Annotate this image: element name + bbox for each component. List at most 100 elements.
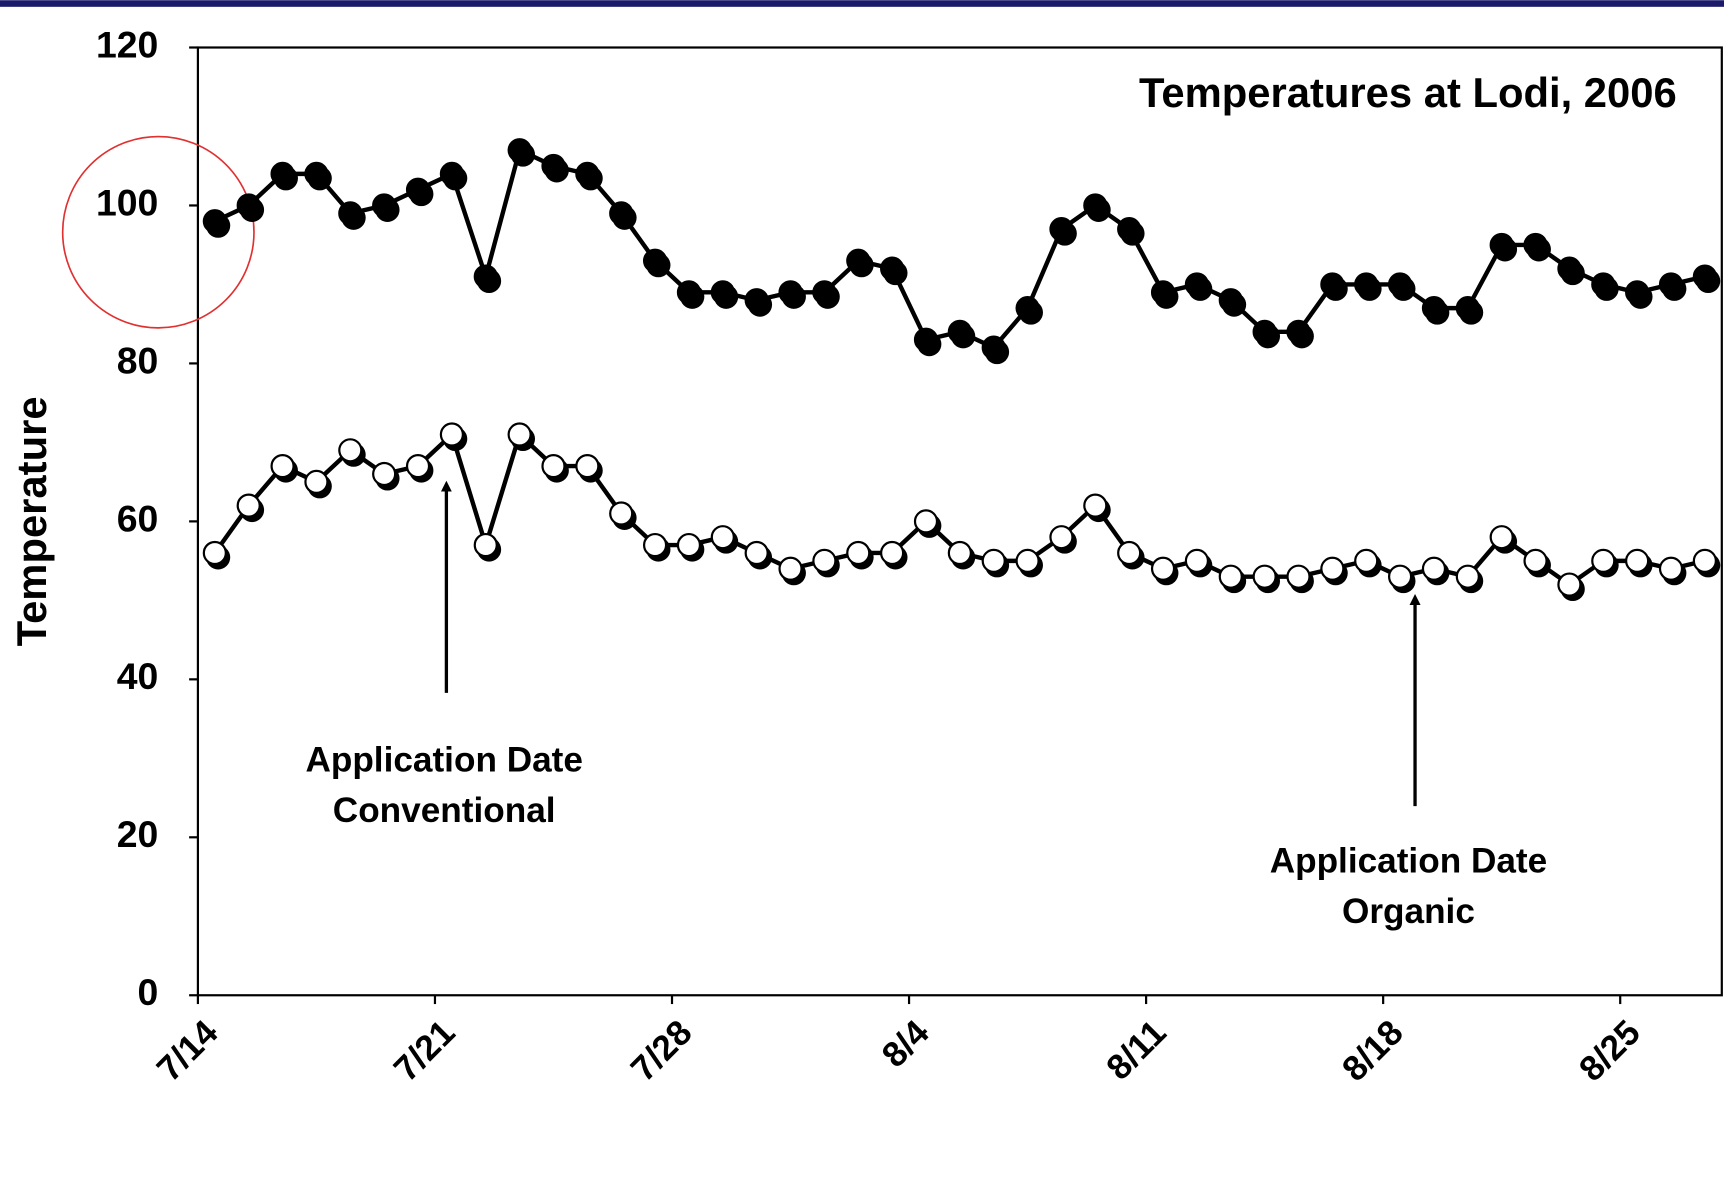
marker xyxy=(202,209,231,238)
marker xyxy=(676,532,705,562)
marker-dot xyxy=(1557,572,1582,597)
marker xyxy=(202,540,231,570)
marker-dot xyxy=(1692,264,1717,289)
marker xyxy=(1354,548,1382,578)
marker xyxy=(439,161,468,191)
marker xyxy=(1658,272,1687,301)
annotation: Application Date xyxy=(305,740,583,779)
marker xyxy=(1320,556,1348,586)
marker-dot xyxy=(1218,288,1243,313)
y-tick-label: 60 xyxy=(117,497,159,539)
marker-dot xyxy=(575,454,600,479)
marker xyxy=(1489,232,1518,262)
marker xyxy=(710,525,739,554)
marker-dot xyxy=(575,161,600,186)
marker-dot xyxy=(1083,493,1108,518)
marker xyxy=(1625,548,1653,578)
marker xyxy=(981,335,1010,365)
marker-dot xyxy=(1083,193,1108,218)
marker-dot xyxy=(1557,256,1582,281)
marker-dot xyxy=(507,138,532,163)
marker-dot xyxy=(1218,564,1243,589)
marker xyxy=(405,177,434,207)
marker-dot xyxy=(1354,272,1379,297)
marker xyxy=(405,454,434,483)
marker-dot xyxy=(202,209,227,234)
marker-dot xyxy=(1117,217,1142,242)
marker-dot xyxy=(1252,319,1277,344)
marker-dot xyxy=(981,335,1006,360)
marker xyxy=(744,540,773,570)
annotation: Organic xyxy=(1342,892,1475,931)
marker xyxy=(1455,564,1484,594)
marker xyxy=(1421,556,1450,586)
y-tick-label: 120 xyxy=(96,23,158,65)
marker xyxy=(304,469,332,499)
marker-dot xyxy=(1387,272,1413,297)
marker xyxy=(304,161,332,191)
x-tick-label: 7/21 xyxy=(387,1013,463,1089)
marker-dot xyxy=(202,540,227,566)
marker-dot xyxy=(609,501,634,526)
marker-dot xyxy=(1150,556,1176,581)
marker xyxy=(372,461,400,491)
marker xyxy=(1184,272,1213,301)
annotation: Application Date xyxy=(1270,842,1547,881)
marker-dot xyxy=(1286,319,1311,344)
marker-dot xyxy=(846,248,871,273)
marker xyxy=(642,248,671,278)
marker-dot xyxy=(1015,548,1040,573)
marker-dot xyxy=(1523,232,1548,258)
marker-dot xyxy=(880,256,905,281)
marker xyxy=(1286,319,1314,349)
marker-dot xyxy=(880,540,905,566)
marker-dot xyxy=(304,161,329,186)
marker xyxy=(913,509,942,538)
marker xyxy=(1591,548,1619,578)
marker-dot xyxy=(981,548,1006,573)
marker-dot xyxy=(1489,525,1514,550)
marker xyxy=(880,540,908,570)
x-tick-label: 7/14 xyxy=(150,1013,226,1089)
marker xyxy=(1015,296,1043,325)
marker-dot xyxy=(270,161,295,186)
marker-dot xyxy=(710,280,735,305)
marker-dot xyxy=(778,556,803,581)
marker-dot xyxy=(1049,525,1074,550)
y-tick-label: 20 xyxy=(117,813,159,855)
marker xyxy=(947,540,976,570)
marker-dot xyxy=(1252,564,1277,589)
marker-dot xyxy=(1455,564,1480,589)
marker xyxy=(338,438,366,467)
marker-dot xyxy=(1184,548,1209,573)
marker-dot xyxy=(1015,296,1040,321)
marker-dot xyxy=(1489,232,1514,258)
marker-dot xyxy=(1320,556,1345,581)
marker-dot xyxy=(913,509,939,534)
marker xyxy=(270,161,298,191)
marker xyxy=(1523,548,1551,578)
marker-dot xyxy=(913,327,939,352)
marker xyxy=(1184,548,1213,578)
marker xyxy=(913,327,942,357)
marker xyxy=(642,532,671,562)
marker xyxy=(1591,272,1619,301)
marker-dot xyxy=(473,264,498,289)
marker-dot xyxy=(642,532,668,558)
marker-dot xyxy=(1117,540,1142,566)
marker xyxy=(947,319,976,349)
marker-dot xyxy=(1625,280,1650,305)
annotation: Conventional xyxy=(333,791,556,830)
marker xyxy=(507,422,536,451)
marker-dot xyxy=(372,461,397,487)
marker xyxy=(1658,556,1687,586)
marker-dot xyxy=(304,469,329,494)
marker-dot xyxy=(642,248,668,273)
marker xyxy=(1557,256,1585,286)
marker xyxy=(846,248,874,278)
marker-dot xyxy=(744,540,769,566)
marker xyxy=(676,280,705,309)
marker xyxy=(236,193,265,222)
